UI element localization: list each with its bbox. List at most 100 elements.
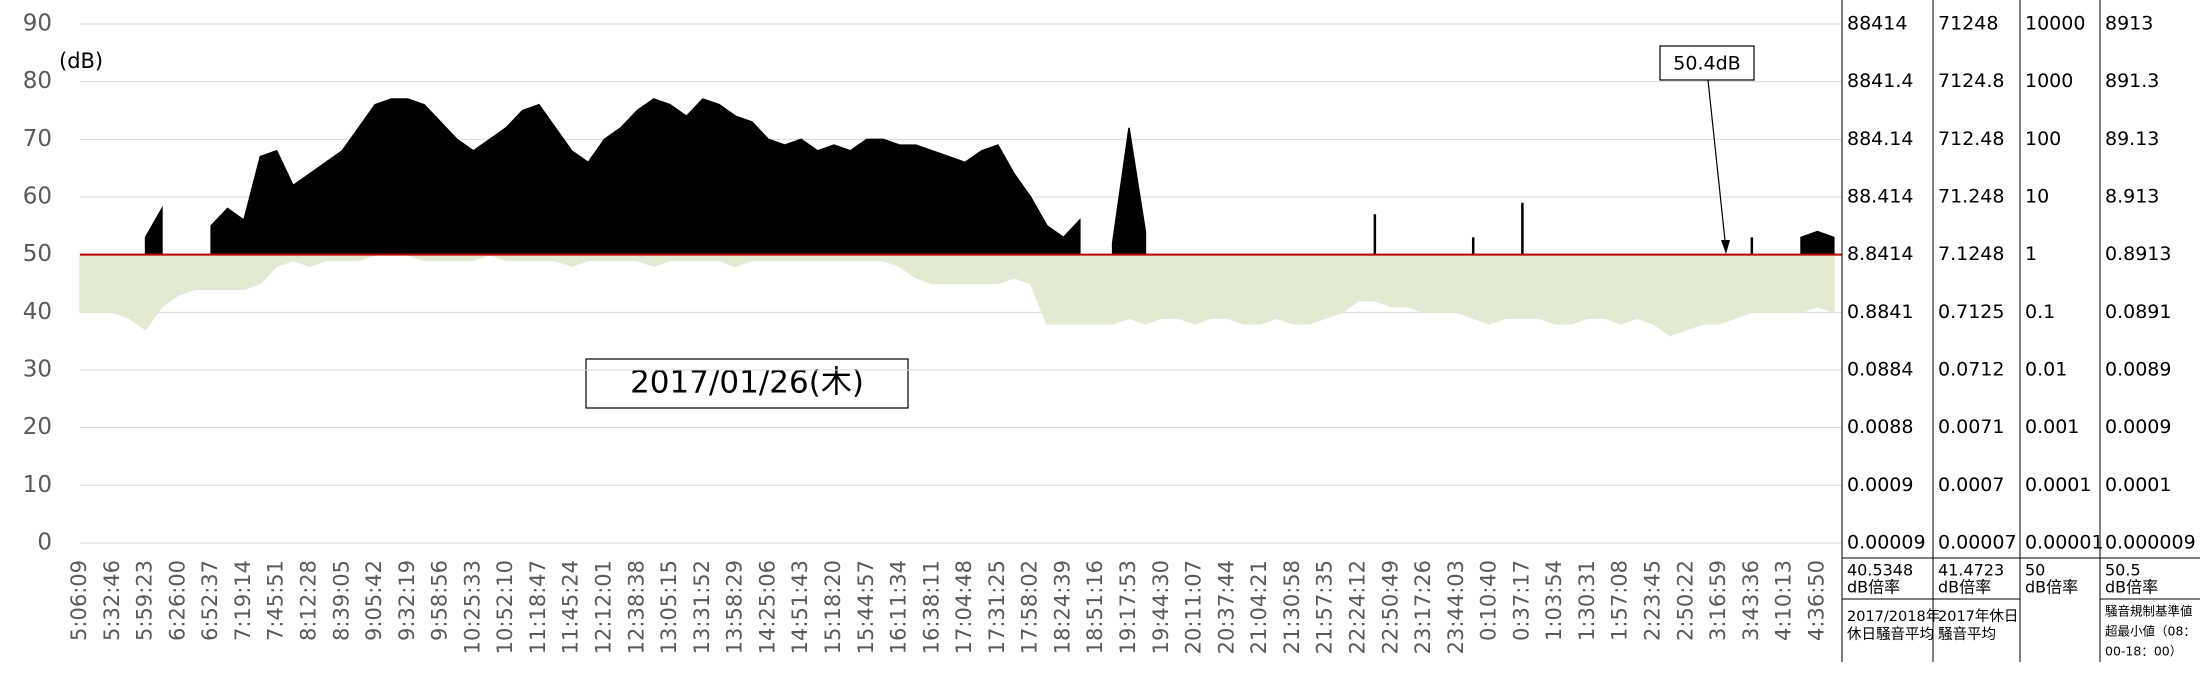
x-tick-label: 17:04:48 (952, 560, 976, 654)
column-unit: dB倍率 (1938, 578, 1991, 597)
right-tick-label: 7124.8 (1938, 70, 2004, 92)
y-tick-label: 60 (23, 184, 52, 210)
x-tick-label: 18:24:39 (1050, 560, 1074, 654)
x-tick-label: 5:06:09 (67, 560, 91, 641)
right-tick-label: 88.414 (1847, 186, 1913, 208)
right-tick-label: 0.0884 (1847, 359, 1913, 381)
x-tick-label: 21:04:21 (1247, 560, 1271, 654)
right-tick-label: 100 (2025, 128, 2061, 150)
x-tick-label: 17:31:25 (985, 560, 1009, 654)
column-unit: dB倍率 (1847, 578, 1900, 597)
column-note: 騒音平均 (1938, 626, 1996, 643)
right-tick-label: 0.0009 (2105, 416, 2171, 438)
callout-arrow (1707, 79, 1727, 251)
x-tick-label: 17:58:02 (1018, 560, 1042, 654)
date-box (585, 358, 909, 409)
column-value: 50 (2025, 561, 2045, 580)
right-tick-label: 0.0891 (2105, 301, 2171, 323)
x-tick-label: 15:44:57 (854, 560, 878, 654)
x-tick-label: 4:10:13 (1772, 560, 1796, 641)
x-tick-label: 3:16:59 (1706, 560, 1730, 641)
column-note: 休日騒音平均 (1847, 626, 1934, 643)
x-tick-label: 21:30:58 (1280, 560, 1304, 654)
right-tick-label: 8.8414 (1847, 243, 1913, 265)
x-tick-label: 3:43:36 (1739, 560, 1763, 641)
x-tick-label: 10:25:33 (460, 560, 484, 654)
column-note: 超最小値（08： (2105, 624, 2196, 639)
callout-label: 50.4dB (1673, 53, 1740, 75)
x-tick-label: 13:31:52 (690, 560, 714, 654)
series-area (144, 205, 163, 256)
right-tick-label: 71.248 (1938, 186, 2004, 208)
x-tick-label: 14:25:06 (755, 560, 779, 654)
x-tick-label: 7:19:14 (231, 560, 255, 641)
x-tick-label: 20:11:07 (1182, 560, 1206, 654)
x-tick-label: 12:12:01 (592, 560, 616, 654)
y-tick-label: 10 (23, 472, 52, 498)
right-tick-label: 0.00009 (1847, 532, 1926, 554)
series-area (210, 98, 1081, 256)
right-tick-label: 7.1248 (1938, 243, 2004, 265)
x-tick-label: 22:50:49 (1378, 560, 1402, 654)
right-tick-label: 0.0009 (1847, 474, 1913, 496)
right-tick-label: 10 (2025, 186, 2049, 208)
series-area (1111, 127, 1147, 256)
x-tick-label: 6:52:37 (198, 560, 222, 641)
x-tick-label: 12:38:38 (624, 560, 648, 654)
x-tick-label: 13:58:29 (723, 560, 747, 654)
right-tick-label: 0.0001 (2105, 474, 2171, 496)
x-tick-label: 13:05:15 (657, 560, 681, 654)
right-tick-label: 0.0071 (1938, 416, 2004, 438)
right-tick-label: 0.0088 (1847, 416, 1913, 438)
x-tick-label: 9:05:42 (362, 560, 386, 641)
x-tick-label: 5:59:23 (133, 560, 157, 641)
y-tick-label: 0 (37, 530, 52, 556)
right-tick-label: 0.001 (2025, 416, 2079, 438)
right-tick-label: 0.0712 (1938, 359, 2004, 381)
right-tick-label: 712.48 (1938, 128, 2004, 150)
right-tick-label: 71248 (1938, 13, 1998, 35)
x-tick-label: 6:26:00 (165, 560, 189, 641)
column-note: 騒音規制基準値 (2105, 604, 2193, 619)
right-tick-label: 0.00001 (2025, 532, 2104, 554)
right-tick-label: 0.7125 (1938, 301, 2004, 323)
y-tick-label: 50 (23, 241, 52, 267)
right-tick-label: 8.913 (2105, 186, 2159, 208)
x-tick-label: 4:36:50 (1804, 560, 1828, 641)
right-tick-label: 8841.4 (1847, 70, 1913, 92)
right-tick-label: 0.8841 (1847, 301, 1913, 323)
x-tick-label: 2:50:22 (1673, 560, 1697, 641)
x-tick-label: 11:45:24 (559, 560, 583, 654)
column-value: 40.5348 (1847, 561, 1913, 580)
x-tick-label: 10:52:10 (493, 560, 517, 654)
y-tick-label: 20 (23, 414, 52, 440)
y-tick-label: 30 (23, 357, 52, 383)
x-tick-label: 8:39:05 (329, 560, 353, 641)
x-tick-label: 23:17:26 (1411, 560, 1435, 654)
x-tick-label: 11:18:47 (526, 560, 550, 654)
y-tick-label: 70 (23, 126, 52, 152)
x-tick-label: 0:37:17 (1509, 560, 1533, 641)
x-tick-label: 22:24:12 (1345, 560, 1369, 654)
right-tick-label: 88414 (1847, 13, 1907, 35)
column-note: 2017年休日 (1938, 608, 2018, 625)
y-unit: (dB) (59, 49, 103, 73)
right-tick-label: 89.13 (2105, 128, 2159, 150)
right-tick-label: 1 (2025, 243, 2037, 265)
x-tick-label: 14:51:43 (788, 560, 812, 654)
series-area (1800, 230, 1835, 256)
right-tick-label: 0.00007 (1938, 532, 2017, 554)
x-tick-label: 18:51:16 (1083, 560, 1107, 654)
y-tick-label: 40 (23, 299, 52, 325)
x-tick-label: 1:57:08 (1608, 560, 1632, 641)
callout-arrowhead (1721, 240, 1730, 254)
x-tick-label: 1:03:54 (1542, 560, 1566, 641)
right-tick-label: 0.0007 (1938, 474, 2004, 496)
right-tick-label: 0.8913 (2105, 243, 2171, 265)
x-tick-label: 19:44:30 (1149, 560, 1173, 654)
x-tick-label: 7:45:51 (264, 560, 288, 641)
right-tick-label: 0.1 (2025, 301, 2055, 323)
right-tick-label: 0.0001 (2025, 474, 2091, 496)
x-tick-label: 21:57:35 (1313, 560, 1337, 654)
